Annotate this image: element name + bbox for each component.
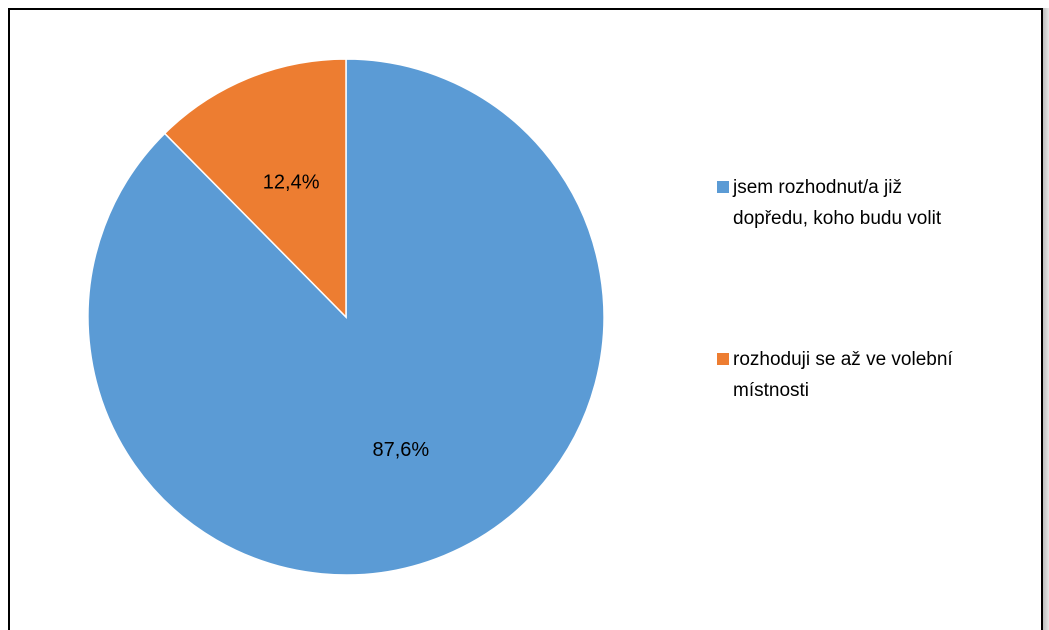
frame-border-top bbox=[8, 8, 1043, 10]
legend-item-undecided: rozhoduji se až ve volební místnosti bbox=[717, 344, 1037, 406]
data-label-undecided: 12,4% bbox=[263, 172, 320, 194]
frame-border-right bbox=[1041, 8, 1049, 630]
legend-label-undecided-line1: rozhoduji se až ve volební bbox=[733, 349, 953, 370]
legend-label-decided-line2: dopředu, koho budu volit bbox=[733, 208, 942, 229]
legend-swatch-decided bbox=[717, 181, 729, 193]
legend-item-decided: jsem rozhodnut/a již dopředu, koho budu … bbox=[717, 172, 1037, 234]
frame-border-left bbox=[8, 8, 10, 630]
legend-swatch-undecided bbox=[717, 353, 729, 365]
data-label-decided: 87,6% bbox=[373, 439, 430, 461]
pie-slice-undecided bbox=[163, 58, 347, 319]
legend-label-undecided-line2: místnosti bbox=[733, 380, 810, 401]
legend-label-decided-line1: jsem rozhodnut/a již bbox=[733, 177, 902, 198]
chart-legend: jsem rozhodnut/a již dopředu, koho budu … bbox=[717, 172, 1037, 406]
